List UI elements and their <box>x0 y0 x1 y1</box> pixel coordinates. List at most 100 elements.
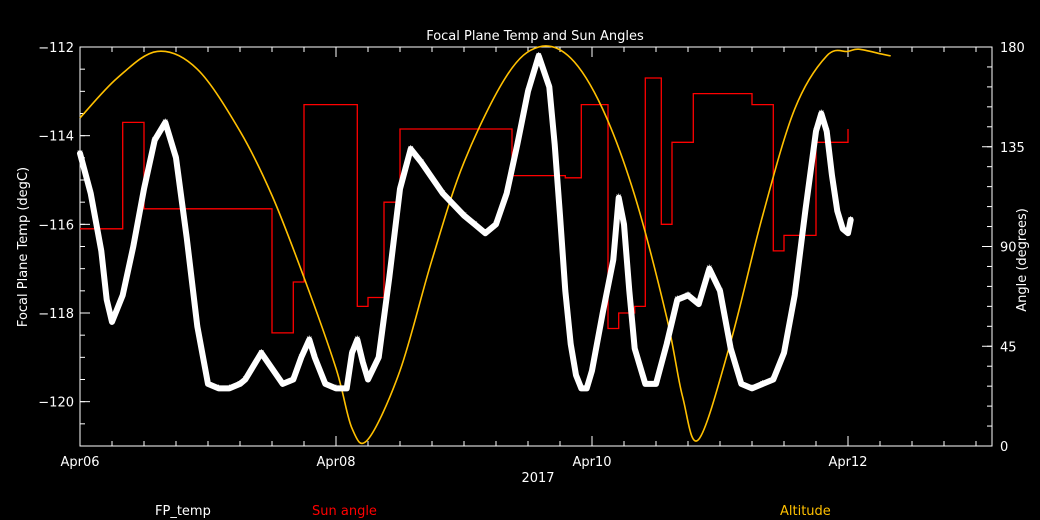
x-axis: Apr06 Apr08 Apr10 Apr12 <box>60 47 977 470</box>
x-tick-label: Apr12 <box>828 455 867 470</box>
fp-temp-point: * <box>621 218 627 231</box>
fp-temp-point: * <box>568 338 574 351</box>
fp-temp-point: * <box>792 289 798 302</box>
fp-temp-point: * <box>344 382 350 395</box>
y-axis-left: −112 −114 −116 −118 −120 <box>38 41 90 447</box>
fp-temp-point: * <box>728 343 734 356</box>
y-tick-label: −112 <box>38 41 74 56</box>
fp-temp-point: * <box>387 272 393 285</box>
fp-temp-point: * <box>365 374 371 387</box>
fp-temp-point: * <box>419 156 425 169</box>
y-tick-label: −120 <box>38 396 74 411</box>
y2-tick-label: 180 <box>1000 41 1025 56</box>
fp-temp-point: * <box>557 210 563 223</box>
fp-temp-point: * <box>771 374 777 387</box>
fp-temp-point: * <box>696 298 702 311</box>
fp-temp-point: * <box>355 334 361 347</box>
y-axis-right: 0 45 90 135 180 <box>982 41 1025 455</box>
fp-temp-point: * <box>504 187 510 200</box>
legend-sun-angle: Sun angle <box>312 504 377 519</box>
fp-temp-point: * <box>173 152 179 165</box>
fp-temp-point: * <box>291 374 297 387</box>
fp-temp-point: * <box>141 183 147 196</box>
fp-temp-point: * <box>760 378 766 391</box>
fp-temp-point: * <box>664 338 670 351</box>
fp-temp-point: * <box>376 351 382 364</box>
fp-temp-point: * <box>243 374 249 387</box>
fp-temp-point: * <box>131 241 137 254</box>
y2-axis-label: Angle (degrees) <box>1015 208 1030 312</box>
y-tick-label: −118 <box>38 307 74 322</box>
fp-temp-point: * <box>525 85 531 98</box>
fp-temp-point: * <box>227 382 233 395</box>
fp-temp-point: * <box>653 378 659 391</box>
fp-temp-point: * <box>563 285 569 298</box>
fp-temp-point: * <box>312 351 318 364</box>
chart-title: Focal Plane Temp and Sun Angles <box>426 29 644 44</box>
fp-temp-point: * <box>109 316 115 329</box>
y2-tick-label: 45 <box>1000 340 1017 355</box>
fp-temp-point: * <box>547 81 553 94</box>
fp-temp-point: * <box>813 125 819 138</box>
series-sun-angle <box>80 77 849 334</box>
fp-temp-point: * <box>824 125 830 138</box>
fp-temp-point: * <box>739 378 745 391</box>
fp-temp-point: * <box>99 245 105 258</box>
x-tick-label: Apr08 <box>316 455 355 470</box>
fp-temp-point: * <box>205 378 211 391</box>
fp-temp-point: * <box>184 232 190 245</box>
legend-altitude: Altitude <box>780 504 831 519</box>
fp-temp-point: * <box>397 183 403 196</box>
y-tick-label: −116 <box>38 218 74 233</box>
fp-temp-point: * <box>440 187 446 200</box>
fp-temp-point: * <box>472 218 478 231</box>
fp-temp-point: * <box>280 378 286 391</box>
fp-temp-point: * <box>627 285 633 298</box>
fp-temp-point: * <box>333 382 339 395</box>
x-axis-label: 2017 <box>521 471 554 486</box>
y2-tick-label: 0 <box>1000 440 1008 455</box>
fp-temp-point: * <box>483 227 489 240</box>
fp-temp-point: * <box>643 378 649 391</box>
fp-temp-point: * <box>835 205 841 218</box>
fp-temp-point: * <box>600 307 606 320</box>
y-tick-label: −114 <box>38 130 74 145</box>
fp-temp-point: * <box>307 334 313 347</box>
fp-temp-point: * <box>360 356 366 369</box>
y2-tick-label: 90 <box>1000 241 1017 256</box>
fp-temp-point: * <box>781 347 787 360</box>
fp-temp-point: * <box>536 50 542 63</box>
fp-temp-point: * <box>216 382 222 395</box>
fp-temp-point: * <box>632 343 638 356</box>
fp-temp-point: * <box>584 382 590 395</box>
fp-temp-point: * <box>573 369 579 382</box>
series-altitude <box>79 45 891 445</box>
fp-temp-point: * <box>717 285 723 298</box>
x-tick-label: Apr10 <box>572 455 611 470</box>
fp-temp-point: * <box>515 139 521 152</box>
fp-temp-point: * <box>552 139 558 152</box>
fp-temp-point: * <box>616 192 622 205</box>
fp-temp-point: * <box>685 289 691 302</box>
fp-temp-point: * <box>493 218 499 231</box>
fp-temp-point: * <box>163 116 169 129</box>
fp-temp-point: * <box>152 134 158 147</box>
fp-temp-point: * <box>461 210 467 223</box>
fp-temp-point: * <box>104 294 110 307</box>
fp-temp-trace <box>77 52 854 392</box>
fp-temp-point: * <box>237 378 243 391</box>
fp-temp-point: * <box>195 320 201 333</box>
fp-temp-point: * <box>819 108 825 121</box>
fp-temp-point: * <box>829 170 835 183</box>
fp-temp-point: * <box>579 382 585 395</box>
fp-temp-point: * <box>77 147 83 160</box>
fp-temp-point: * <box>848 214 854 227</box>
legend-fp-temp: FP_temp <box>155 504 211 519</box>
fp-temp-point: * <box>675 294 681 307</box>
fp-temp-point: * <box>323 378 329 391</box>
altitude-line <box>79 45 891 445</box>
x-tick-label: Apr06 <box>60 455 99 470</box>
fp-temp-point: * <box>611 254 617 267</box>
fp-temp-point: * <box>259 347 265 360</box>
